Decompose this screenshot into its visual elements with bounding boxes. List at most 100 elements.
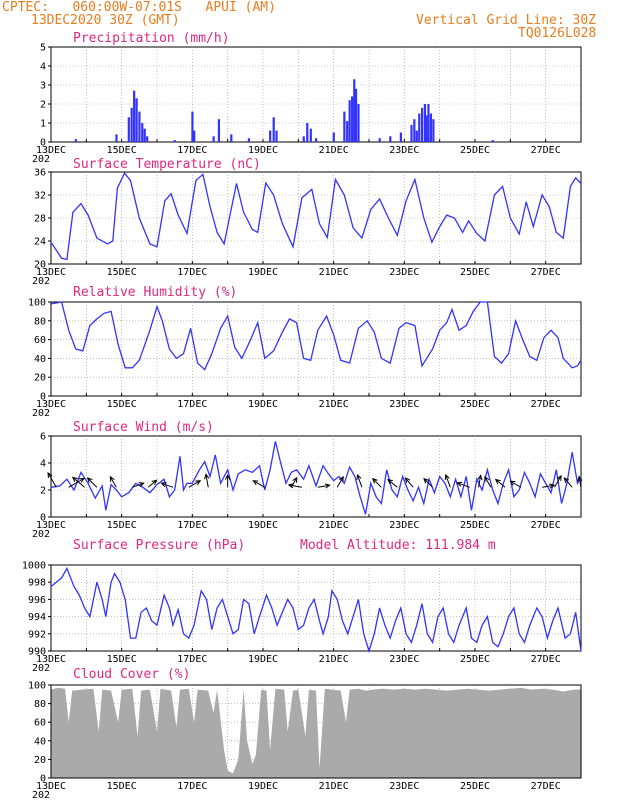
panel-title: Cloud Cover (%) — [73, 667, 190, 682]
x-tick-label: 15DEC — [107, 654, 137, 665]
x-tick-label: 19DEC — [248, 654, 278, 665]
y-tick-label: 998 — [28, 578, 46, 589]
y-tick-label: 0 — [40, 774, 46, 785]
precip-bar — [74, 139, 77, 142]
wind-vector — [423, 478, 433, 488]
x-tick-label: 21DEC — [319, 399, 349, 410]
wind-vector — [317, 484, 330, 488]
wind-vector — [510, 480, 522, 488]
y-tick-label: 20 — [34, 260, 46, 271]
wind-arrowhead — [252, 480, 259, 486]
precip-bar — [432, 119, 435, 142]
wind-arrowhead — [151, 479, 158, 485]
precip-bar — [348, 100, 351, 142]
y-tick-label: 40 — [34, 736, 46, 747]
wind-arrowhead — [287, 483, 294, 489]
y-tick-label: 990 — [28, 647, 46, 658]
x-tick-sublabel: 202 — [32, 276, 50, 287]
wind-arrowhead — [577, 475, 583, 482]
x-tick-label: 15DEC — [107, 267, 137, 278]
y-tick-label: 32 — [34, 191, 46, 202]
wind-vector — [542, 484, 555, 488]
series-line — [50, 171, 582, 261]
x-tick-label: 15DEC — [107, 145, 137, 156]
x-tick-label: 15DEC — [107, 399, 137, 410]
wind-vector — [564, 477, 573, 488]
precip-bar — [415, 130, 418, 142]
x-tick-label: 23DEC — [389, 145, 419, 156]
x-tick-label: 21DEC — [319, 267, 349, 278]
wind-arrowhead — [109, 475, 115, 482]
x-tick-label: 27DEC — [531, 399, 561, 410]
x-tick-label: 13DEC — [36, 399, 66, 410]
y-tick-label: 2 — [40, 486, 46, 497]
header-model-code: TQ0126L028 — [518, 26, 597, 41]
x-tick-label: 19DEC — [248, 781, 278, 792]
precip-bar — [425, 115, 428, 142]
precip-bar — [410, 124, 413, 142]
y-tick-label: 60 — [34, 718, 46, 729]
x-tick-sublabel: 202 — [32, 790, 50, 800]
y-tick-label: 6 — [40, 432, 46, 443]
wind-arrowhead — [160, 482, 167, 488]
x-tick-label: 17DEC — [177, 520, 207, 531]
wind-arrowhead — [477, 474, 483, 481]
wind-vector — [554, 475, 562, 488]
panel-title: Relative Humidity (%) — [73, 285, 237, 300]
x-tick-label: 25DEC — [460, 399, 490, 410]
x-tick-label: 23DEC — [389, 520, 419, 531]
precip-bar — [306, 123, 309, 142]
precip-bar — [130, 107, 133, 142]
wind-arrowhead — [324, 483, 331, 489]
y-tick-label: 1 — [40, 119, 46, 130]
wind-arrowhead — [423, 477, 429, 484]
wind-arrowhead — [387, 478, 393, 485]
x-tick-label: 25DEC — [460, 145, 490, 156]
y-tick-label: 40 — [34, 354, 46, 365]
wind-vector — [87, 477, 98, 488]
y-tick-label: 80 — [34, 699, 46, 710]
wind-arrowhead — [456, 481, 463, 487]
wind-arrowhead — [444, 473, 450, 480]
wind-vector — [445, 474, 451, 488]
precip-bar — [427, 104, 430, 142]
precip-bar — [138, 111, 141, 142]
header-date: 13DEC2020 30Z (GMT) — [31, 13, 180, 28]
precip-bar — [146, 136, 149, 142]
precip-bar — [191, 111, 194, 142]
y-tick-label: 5 — [40, 43, 46, 54]
precip-bar — [115, 134, 118, 142]
wind-arrowhead — [484, 475, 490, 482]
precip-bar — [141, 123, 144, 142]
series-line — [50, 566, 582, 654]
precip-bar — [421, 107, 424, 142]
x-tick-label: 21DEC — [319, 781, 349, 792]
x-tick-sublabel: 202 — [32, 529, 50, 540]
wind-vector — [478, 475, 482, 488]
wind-vector — [336, 476, 344, 488]
wind-vector — [288, 484, 302, 488]
x-tick-sublabel: 202 — [32, 154, 50, 165]
wind-arrowhead — [47, 472, 53, 479]
x-tick-label: 13DEC — [36, 520, 66, 531]
x-tick-label: 27DEC — [531, 520, 561, 531]
y-tick-label: 100 — [28, 298, 46, 309]
wind-vector — [109, 476, 117, 488]
x-tick-label: 27DEC — [531, 781, 561, 792]
x-tick-label: 23DEC — [389, 267, 419, 278]
wind-arrowhead — [225, 474, 231, 480]
precip-bar — [135, 98, 138, 142]
wind-vector — [47, 472, 57, 488]
header-grid-line: Vertical Grid Line: 30Z — [416, 13, 597, 28]
wind-arrowhead — [195, 480, 202, 486]
model-altitude-label: Model Altitude: 111.984 m — [300, 538, 496, 553]
precip-bar — [389, 136, 392, 142]
y-tick-label: 994 — [28, 612, 46, 623]
precip-bar — [275, 130, 278, 142]
precip-bar — [491, 140, 494, 142]
y-tick-label: 0 — [40, 392, 46, 403]
cloud-cover-area — [51, 687, 581, 778]
x-tick-label: 17DEC — [177, 267, 207, 278]
wind-arrowhead — [371, 477, 378, 484]
precip-bar — [302, 136, 305, 142]
